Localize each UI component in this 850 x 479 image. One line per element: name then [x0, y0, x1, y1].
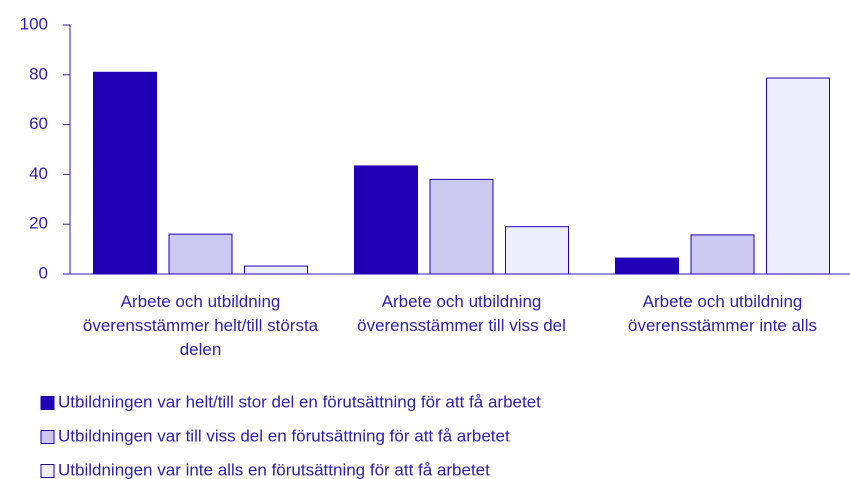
bar [766, 77, 830, 275]
bar [93, 71, 157, 275]
bar [168, 233, 233, 275]
bar [505, 226, 569, 275]
legend-label: Utbildningen var till viss del en föruts… [58, 426, 510, 445]
legend-label: Utbildningen var helt/till stor del en f… [58, 392, 541, 411]
y-tick-label: 40 [29, 164, 48, 183]
y-tick-label: 0 [39, 263, 48, 282]
bar [429, 178, 494, 275]
legend-label: Utbildningen var inte alls en förutsättn… [58, 460, 490, 479]
legend-swatch [40, 396, 55, 410]
legend-swatch [40, 430, 55, 444]
bar [244, 265, 308, 275]
bar [690, 234, 755, 275]
legend-swatch [40, 464, 55, 478]
bar [615, 257, 679, 275]
x-tick-label: Arbete och utbildning överensstämmer hel… [82, 292, 319, 359]
x-tick-label: Arbete och utbildning överensstämmer int… [628, 292, 817, 335]
y-tick-label: 80 [29, 64, 48, 83]
bar [354, 165, 418, 275]
y-tick-label: 20 [29, 214, 48, 233]
y-tick-label: 60 [29, 114, 48, 133]
y-tick-label: 100 [20, 14, 48, 33]
x-tick-label: Arbete och utbildning överensstämmer til… [357, 292, 566, 335]
